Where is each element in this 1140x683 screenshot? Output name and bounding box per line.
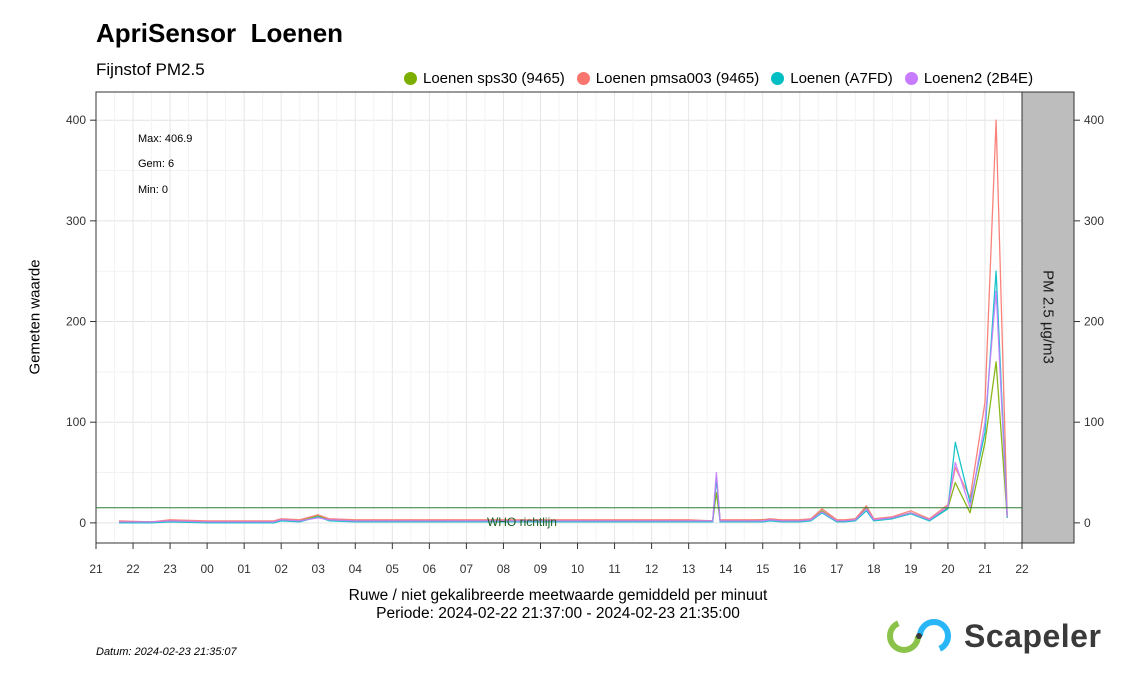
legend-swatch: [771, 72, 785, 85]
x-tick-label: 18: [867, 562, 881, 576]
x-tick-label: 10: [571, 562, 585, 576]
x-tick-label: 13: [682, 562, 696, 576]
scapeler-logo: Scapeler: [884, 616, 1101, 656]
x-axis-caption: Ruwe / niet gekalibreerde meetwaarde gem…: [258, 587, 858, 623]
x-tick-label: 15: [756, 562, 770, 576]
facet-strip: [1021, 91, 1075, 544]
x-tick-label: 14: [719, 562, 733, 576]
chart-title: ApriSensor Loenen: [96, 18, 344, 48]
datum-label: Datum: 2024-02-23 21:35:07: [96, 646, 237, 658]
x-tick-label: 23: [163, 562, 177, 576]
x-tick-label: 03: [312, 562, 326, 576]
y-tick-label: 100: [66, 415, 86, 429]
legend-swatch: [904, 72, 918, 85]
x-tick-label: 05: [386, 562, 400, 576]
series-line: [119, 290, 1008, 523]
legend-label: Loenen (A7FD): [790, 70, 893, 87]
gridlines: [95, 92, 1023, 543]
y-tick-label: 300: [66, 214, 86, 228]
x-tick-label: 06: [423, 562, 437, 576]
x-tick-label: 01: [237, 562, 251, 576]
facet-strip-label: PM 2.5 µg/m3: [1040, 270, 1057, 364]
y-tick-label: 0: [79, 516, 86, 530]
x-tick-label: 02: [275, 562, 289, 576]
x-tick-label: 00: [200, 562, 214, 576]
x-tick-label: 04: [349, 562, 363, 576]
x-tick-label: 22: [1015, 562, 1029, 576]
x-tick-label: 16: [793, 562, 807, 576]
y-tick-label: 400: [66, 113, 86, 127]
x-tick-label: 12: [645, 562, 659, 576]
legend-item: Loenen (A7FD): [771, 70, 893, 87]
legend-item: Loenen pmsa003 (9465): [576, 70, 760, 87]
y-tick-label-right: 0: [1084, 516, 1091, 530]
chart-subtitle: Fijnstof PM2.5: [96, 60, 205, 79]
legend-swatch: [404, 72, 417, 85]
y-axis-label: Gemeten waarde: [27, 259, 44, 374]
y-tick-label-right: 400: [1084, 113, 1104, 127]
x-tick-label: 17: [830, 562, 844, 576]
series-line: [118, 119, 1008, 523]
x-tick-label: 09: [534, 562, 548, 576]
legend-item: Loenen sps30 (9465): [404, 70, 565, 87]
period-label: Periode: 2024-02-22 21:37:00 - 2024-02-2…: [376, 605, 740, 622]
y-tick-label-right: 100: [1084, 415, 1104, 429]
y-tick-label-right: 200: [1084, 315, 1104, 329]
x-tick-label: 20: [941, 562, 955, 576]
scapeler-logo-text: Scapeler: [964, 617, 1102, 654]
stat-max: Max: 406.9: [138, 133, 192, 145]
x-tick-label: 08: [497, 562, 511, 576]
x-tick-label: 21: [89, 562, 103, 576]
legend-swatch: [576, 72, 590, 85]
legend-label: Loenen pmsa003 (9465): [595, 70, 760, 87]
legend-item: Loenen2 (2B4E): [904, 70, 1034, 87]
scapeler-logo-icon: [887, 619, 951, 653]
x-tick-label: 19: [904, 562, 918, 576]
x-tick-label: 22: [126, 562, 140, 576]
y-tick-label-right: 300: [1084, 214, 1104, 228]
x-axis-label: Ruwe / niet gekalibreerde meetwaarde gem…: [348, 587, 768, 604]
who-guideline-label: WHO richtlijn: [487, 515, 557, 529]
series-lines: [118, 119, 1008, 524]
legend-label: Loenen2 (2B4E): [923, 70, 1034, 87]
legend: Loenen sps30 (9465) Loenen pmsa003 (9465…: [404, 70, 1033, 87]
x-tick-label: 07: [460, 562, 474, 576]
x-tick-label: 11: [608, 562, 621, 576]
stat-min: Min: 0: [138, 184, 168, 196]
legend-label: Loenen sps30 (9465): [423, 70, 565, 87]
y-tick-label: 200: [66, 315, 86, 329]
stat-mean: Gem: 6: [138, 158, 174, 170]
x-tick-label: 21: [978, 562, 992, 576]
